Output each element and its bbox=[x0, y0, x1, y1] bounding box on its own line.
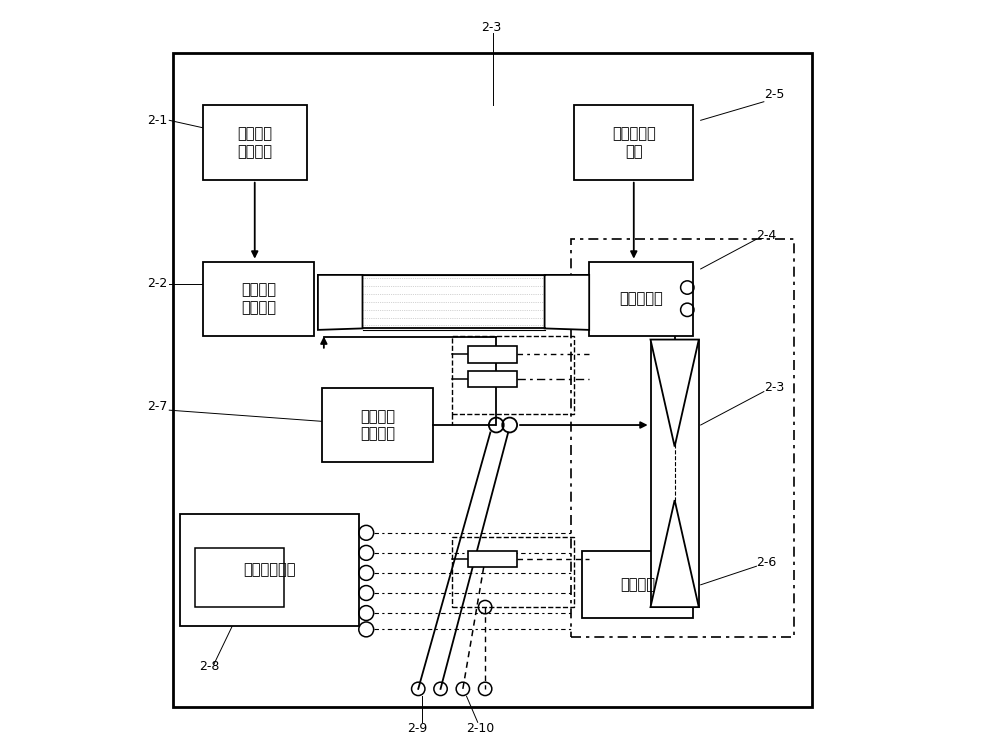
Text: 主电路电源
模块: 主电路电源 模块 bbox=[612, 126, 656, 159]
Text: 负载模块: 负载模块 bbox=[620, 577, 655, 592]
Text: 2-9: 2-9 bbox=[407, 722, 427, 735]
Bar bbox=[468, 371, 517, 387]
Text: 波形显示模块: 波形显示模块 bbox=[243, 562, 296, 577]
Text: 2-4: 2-4 bbox=[756, 229, 777, 242]
Bar bbox=[203, 105, 307, 180]
Text: 功率电路
电源模块: 功率电路 电源模块 bbox=[237, 126, 272, 159]
Bar bbox=[574, 105, 693, 180]
Bar bbox=[452, 336, 574, 414]
Bar bbox=[452, 536, 574, 607]
Polygon shape bbox=[545, 275, 589, 330]
Bar bbox=[651, 339, 699, 607]
Polygon shape bbox=[651, 500, 699, 607]
Bar bbox=[468, 551, 517, 567]
Bar bbox=[468, 346, 517, 363]
Text: 2-3: 2-3 bbox=[764, 381, 784, 395]
Text: 2-8: 2-8 bbox=[199, 660, 219, 673]
Text: 高频噪声
发生模块: 高频噪声 发生模块 bbox=[360, 409, 395, 441]
Text: 2-10: 2-10 bbox=[467, 722, 495, 735]
Bar bbox=[173, 54, 812, 707]
Bar bbox=[180, 514, 359, 626]
Text: 2-3: 2-3 bbox=[481, 21, 502, 34]
Text: 2-5: 2-5 bbox=[764, 88, 784, 101]
Text: 2-2: 2-2 bbox=[147, 278, 167, 290]
Bar bbox=[571, 239, 794, 637]
Polygon shape bbox=[651, 339, 699, 447]
Bar bbox=[322, 388, 433, 463]
Bar bbox=[195, 548, 284, 607]
Text: 功率电路
驱动模块: 功率电路 驱动模块 bbox=[241, 283, 276, 315]
Text: 2-1: 2-1 bbox=[147, 114, 167, 127]
Text: 2-7: 2-7 bbox=[147, 400, 167, 413]
Bar bbox=[589, 262, 693, 336]
Bar bbox=[203, 262, 314, 336]
Text: 2-6: 2-6 bbox=[756, 556, 777, 569]
Bar bbox=[582, 551, 693, 618]
Polygon shape bbox=[318, 275, 363, 330]
Text: 主电路模块: 主电路模块 bbox=[619, 291, 663, 306]
